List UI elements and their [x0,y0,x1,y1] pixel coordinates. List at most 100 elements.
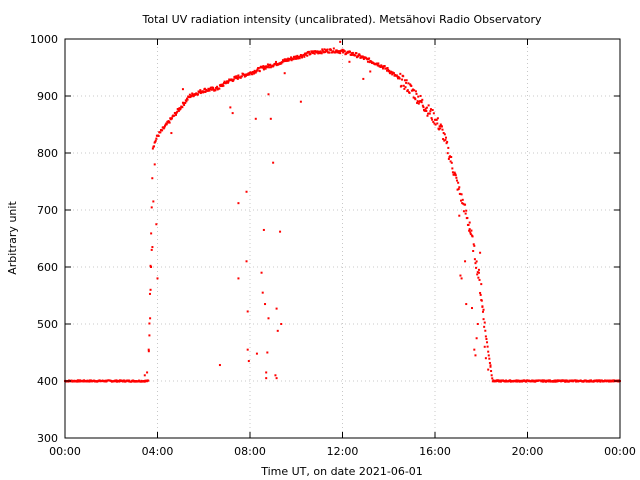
data-point [441,128,444,131]
data-point [362,77,365,80]
data-point [262,228,265,231]
data-point [381,67,384,70]
data-point [465,209,468,212]
data-point [268,66,271,69]
data-point [461,198,464,201]
data-point [283,59,286,62]
data-point [153,145,156,148]
data-point [77,379,80,382]
data-point [490,374,493,377]
data-point [337,50,340,53]
data-point [236,76,239,79]
data-point [173,114,176,117]
data-point [203,87,206,90]
data-point [473,258,476,261]
data-point [483,325,486,328]
data-point [612,380,615,383]
data-point [361,55,364,58]
data-point [475,337,478,340]
data-point [251,73,254,76]
data-point [252,70,255,73]
data-point [555,380,558,383]
data-point [275,377,278,380]
x-tick-label: 08:00 [234,445,266,458]
data-point [547,380,550,383]
y-tick-label: 900 [37,90,58,103]
data-point [318,52,321,55]
data-point [264,67,267,70]
chart-title: Total UV radiation intensity (uncalibrat… [142,13,542,26]
y-tick-label: 300 [37,432,58,445]
data-point [266,66,269,69]
data-point [386,69,389,72]
x-tick-label: 20:00 [512,445,544,458]
data-point [525,380,528,383]
data-point [262,65,265,68]
data-point [485,338,488,341]
data-point [225,81,228,84]
data-point [451,167,454,170]
data-point [222,84,225,87]
data-point [418,100,421,103]
data-point [553,380,556,383]
data-point [436,117,439,120]
data-point [349,50,352,53]
data-point [541,379,544,382]
data-point [215,87,218,90]
data-point [403,87,406,90]
data-point [408,91,411,94]
data-point [295,57,298,60]
data-point [339,40,342,43]
data-point [420,100,423,103]
data-point [405,79,408,82]
data-point [483,345,486,348]
data-point [454,174,457,177]
data-point [469,233,472,236]
data-point [247,360,250,363]
data-point [183,103,186,106]
data-point [198,90,201,93]
data-point [497,379,500,382]
data-point [407,82,410,85]
data-point [428,112,431,115]
data-point [276,329,279,332]
data-point [397,77,399,80]
data-point [232,78,235,81]
data-point [258,70,261,73]
data-point [396,75,399,78]
data-point [235,75,238,78]
data-point [284,58,287,61]
data-point [424,109,427,112]
data-point [201,90,204,93]
data-point [298,57,301,60]
data-point [564,380,567,383]
data-point [547,379,550,382]
data-point [177,108,180,111]
data-point [477,271,480,274]
data-point [274,62,277,65]
data-point [395,74,398,77]
data-point [468,228,471,231]
data-point [427,112,430,115]
data-point [319,50,322,53]
data-point [235,77,238,80]
data-point [166,121,169,124]
data-point [490,370,493,373]
data-point [466,216,469,219]
y-tick-label: 800 [37,147,58,160]
data-point [157,134,160,137]
data-point [443,133,446,136]
plot-frame [64,38,621,439]
data-point [456,188,459,191]
data-point [471,307,473,310]
data-point [430,117,433,120]
data-point [292,58,295,61]
data-point [318,51,321,54]
data-point [442,138,445,141]
data-point [237,277,240,280]
data-point [296,54,299,57]
data-point [296,57,299,60]
data-point [453,173,456,176]
data-point [400,84,403,87]
data-point [287,57,290,60]
